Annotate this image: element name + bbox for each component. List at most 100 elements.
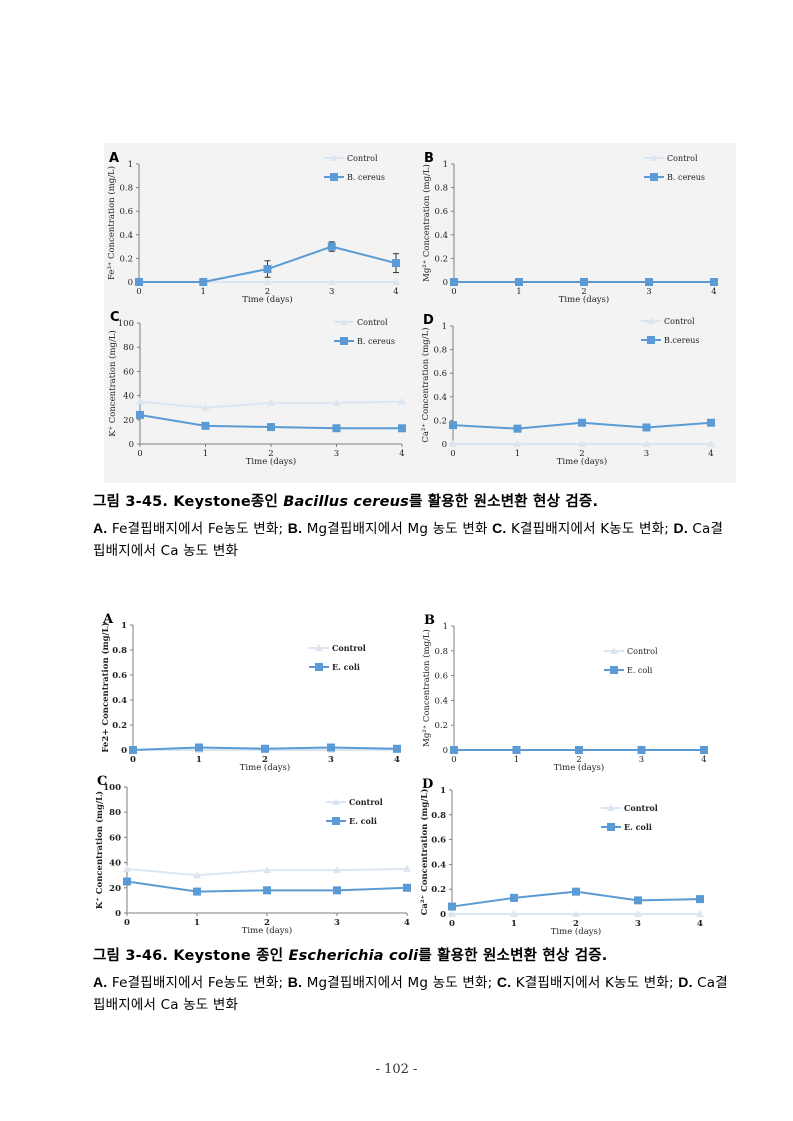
control-point — [448, 910, 456, 917]
y-tick-label: 0.8 — [434, 647, 448, 657]
x-axis-title: Time (days) — [246, 456, 297, 467]
control-point — [513, 440, 522, 447]
y-tick-label: 0.8 — [434, 184, 448, 194]
y-tick-label: 100 — [103, 783, 121, 793]
y-tick-label: 0.8 — [119, 184, 133, 194]
treatment-point — [392, 259, 400, 268]
legend-control-marker — [650, 154, 658, 161]
y-axis-title: Fe³⁺ Concentration (mg/L) — [106, 166, 117, 280]
x-axis-title: Time (days) — [240, 762, 291, 773]
x-tick-label: 2 — [573, 919, 579, 929]
figure2-title-prefix: 그림 3-46. Keystone 종인 — [93, 948, 289, 964]
treatment-point — [513, 424, 522, 433]
panel-c-text: K결핍배지에서 K농도 변화; — [506, 521, 674, 537]
y-tick-label: 1 — [442, 322, 447, 332]
y-axis-title: Ca²⁺ Concentration (mg/L) — [420, 327, 431, 442]
control-point — [193, 871, 201, 879]
y-tick-label: 0.4 — [433, 393, 447, 403]
legend-control-marker — [315, 644, 323, 651]
panel-label: C — [97, 774, 107, 789]
treatment-point — [201, 421, 210, 430]
treatment-point — [707, 418, 715, 427]
x-tick-label: 4 — [404, 918, 410, 928]
control-point — [696, 910, 704, 917]
treatment-point — [199, 278, 208, 286]
treatment-point — [261, 744, 269, 753]
y-tick-label: 0.6 — [434, 672, 448, 682]
y-tick-label: 60 — [109, 833, 121, 843]
x-tick-label: 4 — [394, 755, 400, 765]
control-point — [201, 403, 210, 411]
panel-label: D — [423, 313, 434, 328]
x-tick-label: 3 — [644, 449, 649, 459]
y-axis-title: K⁺ Concentration (mg/L) — [94, 791, 105, 909]
page-number: - 102 - — [375, 1062, 418, 1077]
legend-treatment-marker — [607, 823, 615, 831]
treatment-point — [129, 746, 137, 754]
y-tick-label: 0 — [440, 910, 446, 920]
y-tick-label: 0.2 — [434, 254, 448, 264]
x-tick-label: 1 — [511, 919, 517, 929]
treatment-point — [696, 895, 704, 904]
x-tick-label: 4 — [701, 755, 706, 765]
x-tick-label: 3 — [328, 755, 334, 765]
y-tick-label: 0 — [443, 746, 448, 756]
legend-control-marker — [340, 318, 348, 325]
y-tick-label: 80 — [109, 808, 121, 818]
y-tick-label: 0.6 — [433, 369, 447, 379]
legend-treatment-label: E. coli — [332, 662, 360, 672]
y-axis-title: Mg²⁺ Concentration (mg/L) — [421, 629, 432, 747]
panel-b-text: Mg결핍배지에서 Mg 농도 변화 — [302, 521, 493, 537]
x-tick-label: 2 — [579, 449, 584, 459]
y-tick-label: 80 — [123, 343, 134, 353]
x-axis-title: Time (days) — [557, 456, 608, 467]
y-axis-title: Fe2+ Concentration (mg/L) — [100, 622, 111, 752]
legend-treatment-marker — [315, 663, 323, 671]
treatment-point — [267, 423, 275, 432]
x-axis-title: Time (days) — [242, 294, 293, 305]
legend-treatment-label: E. coli — [624, 822, 652, 832]
x-tick-label: 3 — [329, 287, 334, 297]
y-axis-title: K⁺ Concentration (mg/L) — [107, 330, 118, 437]
y-tick-label: 0.2 — [431, 885, 446, 895]
y-tick-label: 1 — [128, 160, 133, 170]
legend-control-marker — [647, 317, 655, 324]
figure1-species: Bacillus cereus — [283, 494, 409, 510]
panel-label: B — [424, 151, 434, 166]
figure2-title: 그림 3-46. Keystone 종인 Escherichia coli를 활… — [93, 944, 733, 965]
panel-a-text: Fe결핍배지에서 Fe농도 변화; — [107, 521, 288, 537]
x-tick-label: 1 — [514, 755, 519, 765]
y-tick-label: 0 — [121, 746, 127, 756]
treatment-point — [327, 743, 335, 752]
x-tick-label: 4 — [399, 449, 404, 459]
treatment-point — [700, 746, 708, 754]
treatment-point — [263, 265, 272, 274]
treatment-point — [512, 746, 521, 754]
figure1-title: 그림 3-45. Keystone종인 Bacillus cereus를 활용한… — [93, 490, 733, 511]
x-axis-title: Time (days) — [559, 294, 610, 305]
y-tick-label: 40 — [109, 859, 121, 869]
figure1-caption: 그림 3-45. Keystone종인 Bacillus cereus를 활용한… — [93, 490, 733, 562]
legend-treatment-label: B. cereus — [347, 173, 385, 182]
y-tick-label: 0 — [129, 440, 134, 450]
y-tick-label: 0.2 — [119, 254, 133, 264]
x-tick-label: 0 — [451, 287, 456, 297]
control-point — [263, 278, 272, 285]
x-axis-title: Time (days) — [554, 762, 605, 773]
legend-control-marker — [332, 798, 340, 805]
x-tick-label: 1 — [203, 449, 208, 459]
legend-treatment-label: E. coli — [349, 816, 377, 826]
treatment-point — [393, 744, 401, 753]
y-tick-label: 0 — [128, 278, 133, 288]
treatment-point — [450, 278, 458, 286]
y-tick-label: 1 — [443, 160, 448, 170]
legend-treatment-label: E. coli — [627, 666, 653, 675]
figure1-title-suffix: 를 활용한 원소변환 현상 검증. — [408, 494, 599, 510]
x-tick-label: 2 — [262, 755, 268, 765]
panel-d-text: Ca결핍배지에서 Ca 농도 변화 — [93, 521, 724, 559]
x-tick-label: 3 — [334, 449, 339, 459]
legend-control-marker — [607, 804, 615, 811]
